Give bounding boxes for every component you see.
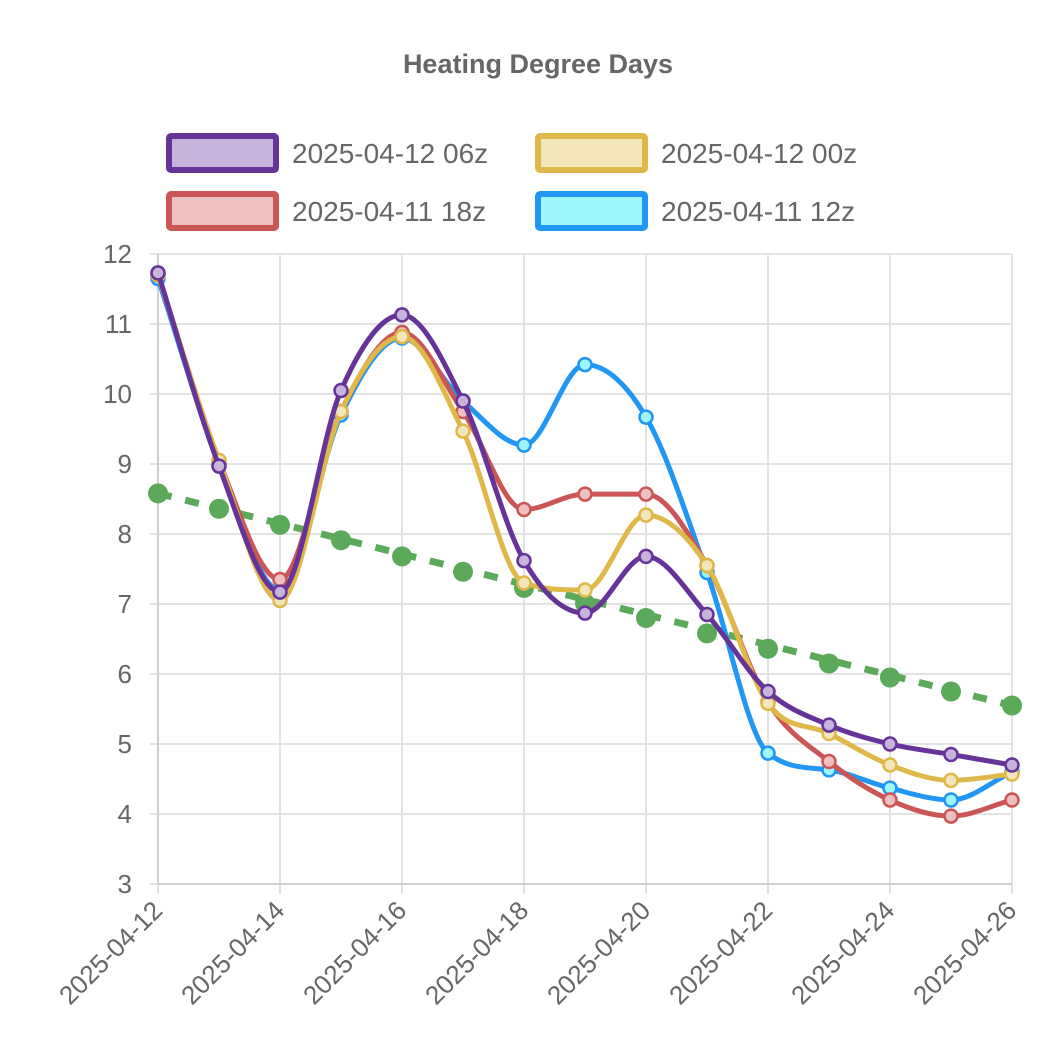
data-point[interactable] [453,561,473,582]
data-point[interactable] [270,514,290,535]
data-point[interactable] [636,608,656,628]
data-point[interactable] [272,584,288,600]
data-point[interactable] [455,423,471,439]
data-point[interactable] [211,458,227,474]
data-point[interactable] [516,501,532,518]
legend-item-3[interactable]: 2025-04-11 12z [535,191,855,231]
series-2025-04-11-12z [150,270,1020,808]
data-point[interactable] [638,507,654,523]
data-point[interactable] [880,667,900,688]
data-point[interactable] [148,483,168,504]
data-point[interactable] [1004,757,1020,773]
data-point[interactable] [943,792,959,808]
data-point[interactable] [272,571,288,588]
grid-lines [150,253,1013,894]
axes [157,254,1012,885]
legend-item-1[interactable]: 2025-04-12 00z [535,133,857,173]
legend-swatch-0 [166,133,279,173]
data-point[interactable] [577,582,593,598]
legend-item-2[interactable]: 2025-04-11 18z [166,191,486,231]
data-point[interactable] [943,808,959,824]
legend-label-2: 2025-04-11 18z [292,196,486,227]
data-point[interactable] [638,486,654,502]
data-point[interactable] [150,265,166,281]
x-tick-label: 2025-04-16 [297,895,412,1010]
data-point[interactable] [821,717,837,733]
y-tick-label: 6 [118,659,132,689]
data-point[interactable] [577,486,593,502]
series-line [155,274,1013,819]
y-tick-label: 7 [118,589,132,619]
y-tick-label: 3 [118,869,132,899]
data-point[interactable] [516,437,532,453]
y-tick-label: 10 [103,379,132,409]
data-point[interactable] [638,409,654,425]
data-point[interactable] [760,745,776,761]
x-tick-label: 2025-04-20 [541,895,656,1010]
data-point[interactable] [1002,695,1022,716]
x-tick-label: 2025-04-24 [785,895,900,1010]
data-point[interactable] [516,575,532,591]
data-point[interactable] [760,683,776,700]
series-line [155,277,1014,803]
y-tick-label: 4 [118,799,132,829]
data-point[interactable] [697,623,717,644]
legend-label-3: 2025-04-11 12z [661,196,855,227]
y-tick-label: 12 [103,239,132,269]
series-line [157,490,1013,709]
chart-title: Heating Degree Days [403,49,673,79]
legend-label-1: 2025-04-12 00z [661,138,857,169]
data-point[interactable] [699,557,715,574]
data-point[interactable] [333,382,349,399]
y-tick-label: 8 [118,519,132,549]
data-point[interactable] [394,328,410,345]
x-axis-ticks: 2025-04-12 2025-04-14 2025-04-16 2025-04-18… [53,895,1022,1010]
data-point[interactable] [882,757,898,773]
x-tick-label: 2025-04-22 [663,895,778,1010]
data-point[interactable] [821,753,837,770]
data-point[interactable] [1004,792,1020,808]
y-tick-label: 9 [118,449,132,479]
data-point[interactable] [941,681,961,702]
legend-swatch-1 [535,133,648,173]
y-axis-ticks: 3 4 5 6 7 8 9 10 11 12 [103,239,132,899]
y-tick-label: 11 [105,309,132,339]
series [148,265,1022,824]
data-point[interactable] [758,638,778,659]
series-2025-04-12-06z [150,265,1020,773]
legend-item-0[interactable]: 2025-04-12 06z [166,133,488,173]
data-point[interactable] [516,552,532,569]
x-tick-label: 2025-04-26 [907,895,1022,1010]
data-point[interactable] [577,605,593,621]
data-point[interactable] [331,530,351,551]
data-point[interactable] [394,307,410,323]
data-point[interactable] [943,772,959,789]
data-point[interactable] [699,606,715,623]
x-tick-label: 2025-04-12 [53,895,168,1010]
data-point[interactable] [392,546,412,567]
legend-swatch-2 [166,191,279,231]
data-point[interactable] [209,498,229,519]
data-point[interactable] [882,792,898,808]
data-point[interactable] [638,548,654,565]
data-point[interactable] [455,393,471,409]
legend-label-0: 2025-04-12 06z [292,138,488,169]
legend: 2025-04-12 06z 2025-04-12 00z 2025-04-11… [166,133,857,231]
x-tick-label: 2025-04-18 [419,895,534,1010]
data-point[interactable] [577,356,593,373]
data-point[interactable] [943,746,959,763]
data-point[interactable] [882,736,898,752]
data-point[interactable] [819,653,839,674]
x-tick-label: 2025-04-14 [175,895,290,1010]
legend-swatch-3 [535,191,648,231]
y-tick-label: 5 [118,729,132,759]
